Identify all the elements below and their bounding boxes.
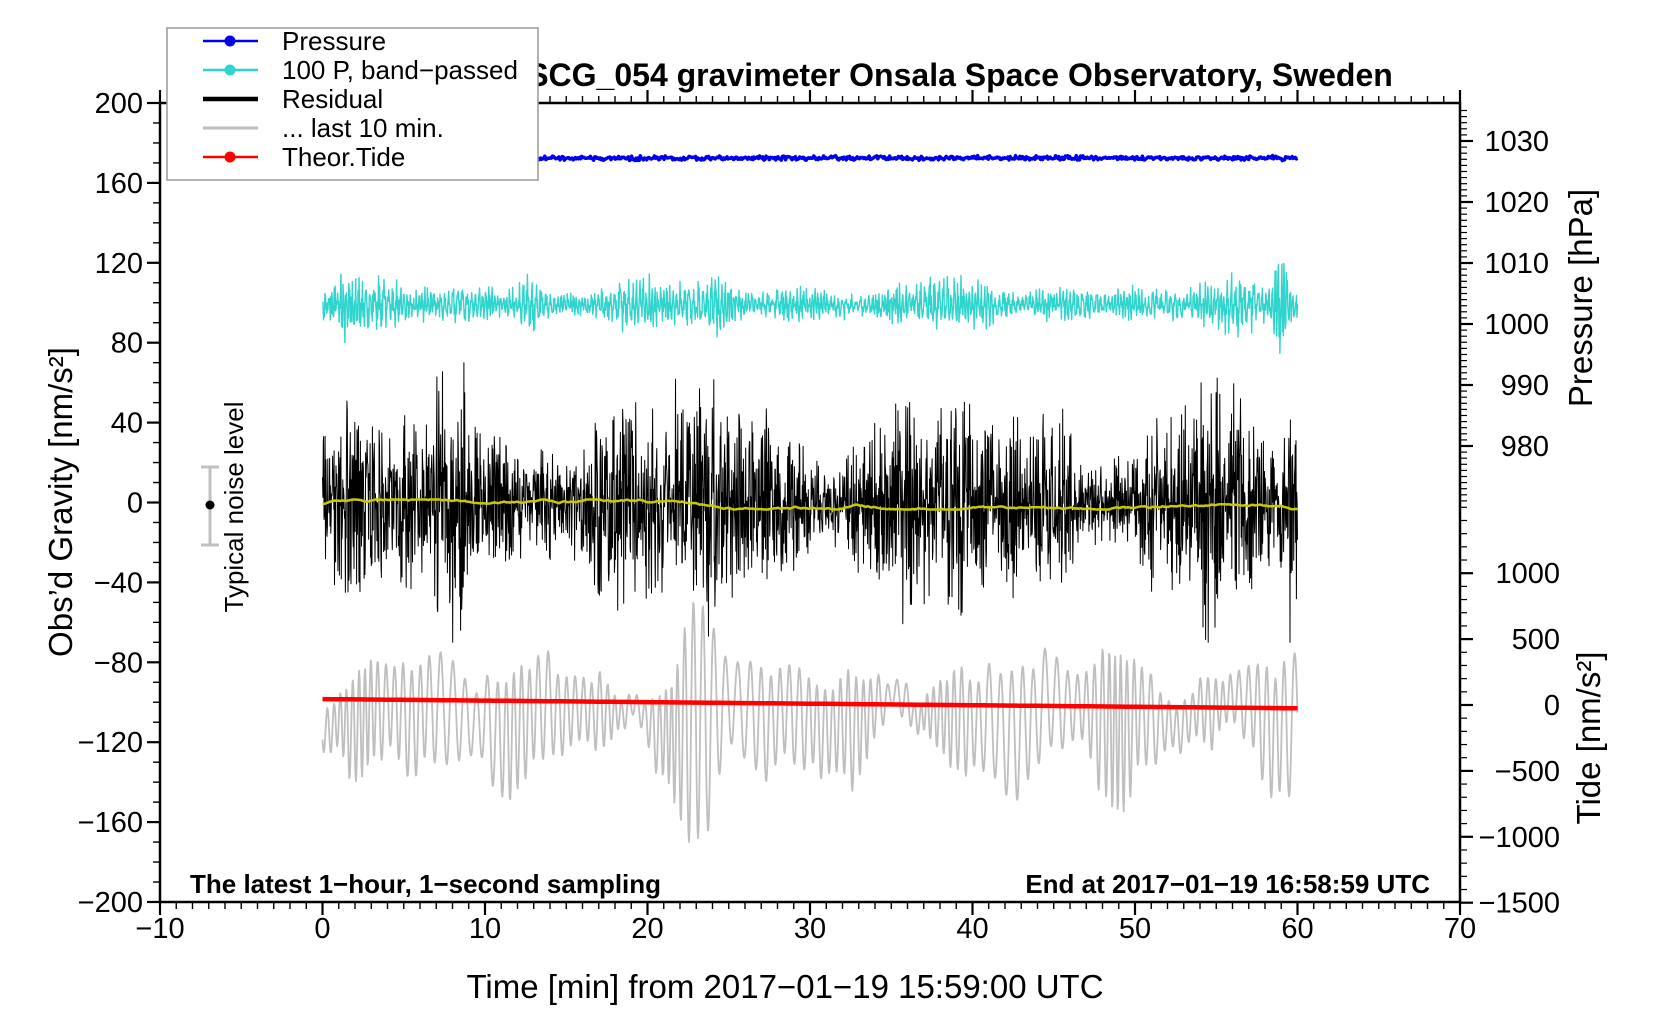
x-tick-label: 60 — [1281, 913, 1313, 945]
x-tick-label: 10 — [469, 913, 501, 945]
x-tick-label: 0 — [314, 913, 330, 945]
x-tick-label: 70 — [1444, 913, 1476, 945]
gravity-tick-label: −120 — [78, 727, 143, 759]
pressure-tick-label: 980 — [1501, 431, 1549, 463]
tide-tick-label: 0 — [1544, 690, 1560, 722]
x-tick-label: 50 — [1119, 913, 1151, 945]
legend-item-last10min: ... last 10 min. — [203, 113, 444, 143]
gravity-tick-label: −40 — [94, 567, 143, 599]
gravity-tick-label: 80 — [111, 328, 143, 360]
x-tick-label: 20 — [631, 913, 663, 945]
sampling-annotation: The latest 1−hour, 1−second sampling — [190, 869, 661, 899]
legend-item-residual: Residual — [203, 84, 383, 114]
pressure-tick-label: 990 — [1501, 370, 1549, 402]
tide-tick-label: 1000 — [1495, 558, 1560, 590]
pressure-tick-label: 1010 — [1484, 248, 1549, 280]
errorbar-dot — [205, 500, 215, 510]
gravity-tick-label: 40 — [111, 408, 143, 440]
tide-tick-label: −500 — [1495, 756, 1560, 788]
series-theor-tide — [322, 696, 1298, 711]
noise-level-marker: Typical noise level — [201, 402, 249, 613]
tide-tick-label: −1000 — [1479, 822, 1560, 854]
tide-tick-label: 500 — [1512, 624, 1560, 656]
legend-label-pressure: Pressure — [282, 26, 386, 56]
pressure-tick-label: 1030 — [1484, 126, 1549, 158]
gravity-tick-label: −80 — [94, 647, 143, 679]
gravity-tick-label: −160 — [78, 807, 143, 839]
pressure-tick-label: 1000 — [1484, 309, 1549, 341]
legend-item-bandpassed: 100 P, band−passed — [203, 55, 518, 85]
legend-item-pressure: Pressure — [203, 26, 386, 56]
x-tick-label: 30 — [794, 913, 826, 945]
series-residual-smoothed — [322, 498, 1298, 511]
pressure-axis-title: Pressure [hPa] — [1562, 189, 1599, 407]
left-axis-title: Obs’d Gravity [nm/s²] — [42, 347, 79, 657]
legend-label-last10min: ... last 10 min. — [282, 113, 444, 143]
legend-marker-bandpassed — [224, 64, 236, 76]
legend-item-theortide: Theor.Tide — [203, 142, 405, 172]
gravity-tick-label: 200 — [95, 88, 143, 120]
legend-label-bandpassed: 100 P, band−passed — [282, 55, 518, 85]
series--last-10-min- — [321, 602, 1299, 843]
legend-label-residual: Residual — [282, 84, 383, 114]
gravity-tick-label: 0 — [127, 488, 143, 520]
gravity-tick-label: 120 — [95, 248, 143, 280]
data-series-layer — [321, 153, 1299, 843]
legend-marker-theortide — [224, 151, 236, 163]
plot-frame — [158, 101, 1462, 904]
axis-tick-labels-layer: −10 0 10 20 30 40 50 60 7020016012080400−40−80−1… — [78, 88, 1560, 945]
x-tick-label: −10 — [135, 913, 184, 945]
gravity-tick-label: 160 — [95, 168, 143, 200]
gravity-tick-label: −200 — [78, 887, 143, 919]
x-tick-label: 40 — [956, 913, 988, 945]
legend: Pressure 100 P, band−passed Residual ...… — [166, 26, 539, 181]
legend-marker-pressure — [224, 35, 236, 47]
noise-level-label: Typical noise level — [219, 402, 249, 613]
tide-axis-title: Tide [nm/s²] — [1570, 652, 1607, 825]
end-time-annotation: End at 2017−01−19 16:58:59 UTC — [1025, 869, 1430, 899]
legend-label-theortide: Theor.Tide — [282, 142, 405, 172]
tide-tick-label: −1500 — [1479, 888, 1560, 920]
pressure-tick-label: 1020 — [1484, 187, 1549, 219]
x-axis-title: Time [min] from 2017−01−19 15:59:00 UTC — [466, 968, 1103, 1005]
chart-title: SCG_054 gravimeter Onsala Space Observat… — [527, 57, 1393, 93]
series-100-p-band-passed — [321, 262, 1299, 355]
